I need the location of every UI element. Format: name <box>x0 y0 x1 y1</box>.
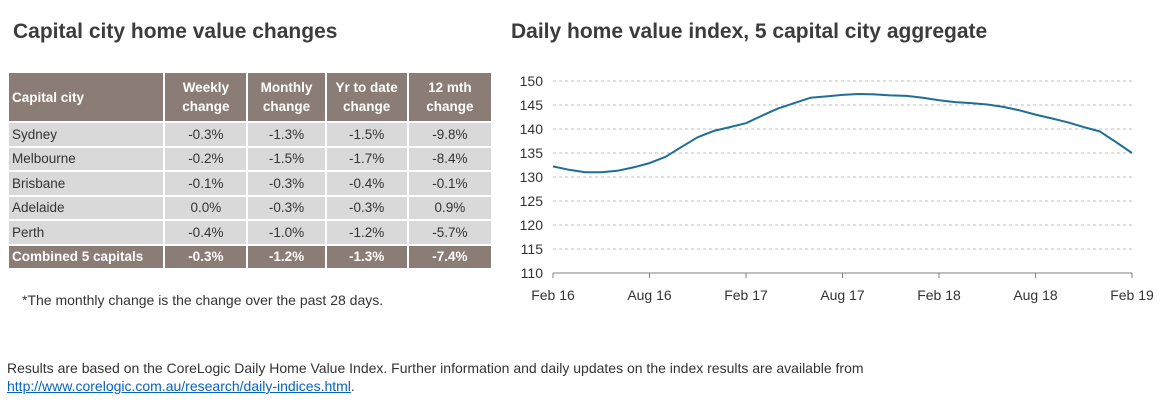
y-tick-label: 130 <box>520 169 544 185</box>
cell-weekly: 0.0% <box>165 196 247 219</box>
cell-city: Combined 5 capitals <box>9 245 164 268</box>
header-capital-city: Capital city <box>9 73 164 121</box>
table-row: Perth -0.4% -1.0% -1.2% -5.7% <box>9 221 491 244</box>
x-tick-label: Feb 19 <box>1110 287 1154 303</box>
index-series-line <box>552 93 1133 174</box>
cell-annual: -9.8% <box>408 123 491 146</box>
table-row: Sydney -0.3% -1.3% -1.5% -9.8% <box>9 123 491 146</box>
y-tick-label: 125 <box>520 193 544 209</box>
header-12mth-change: 12 mth change <box>408 73 491 121</box>
x-tick-label: Aug 16 <box>627 287 672 303</box>
daily-indices-link[interactable]: http://www.corelogic.com.au/research/dai… <box>7 378 351 394</box>
cell-monthly: -1.2% <box>248 245 325 268</box>
y-tick-label: 115 <box>521 241 544 257</box>
cell-ytd: -1.7% <box>326 147 407 170</box>
header-ytd-change: Yr to date change <box>326 73 407 121</box>
source-text: Results are based on the CoreLogic Daily… <box>7 360 864 376</box>
cell-city: Brisbane <box>9 172 164 195</box>
cell-monthly: -0.3% <box>248 172 325 195</box>
cell-annual: -0.1% <box>408 172 491 195</box>
cell-ytd: -0.3% <box>326 196 407 219</box>
source-note: Results are based on the CoreLogic Daily… <box>7 359 864 395</box>
cell-weekly: -0.1% <box>165 172 247 195</box>
x-tick-label: Aug 17 <box>820 287 865 303</box>
cell-ytd: -1.2% <box>326 221 407 244</box>
cell-annual: -8.4% <box>408 147 491 170</box>
cell-weekly: -0.4% <box>165 221 247 244</box>
cell-annual: -5.7% <box>408 221 491 244</box>
cell-city: Sydney <box>9 123 164 146</box>
table-total-row: Combined 5 capitals -0.3% -1.2% -1.3% -7… <box>9 245 491 268</box>
table-header-row: Capital city Weekly change Monthly change … <box>9 73 491 121</box>
x-tick-label: Feb 17 <box>724 287 768 303</box>
y-tick-label: 145 <box>520 97 544 113</box>
cell-city: Perth <box>9 221 164 244</box>
x-tick-label: Aug 18 <box>1013 287 1058 303</box>
y-tick-label: 110 <box>521 265 544 281</box>
table-row: Brisbane -0.1% -0.3% -0.4% -0.1% <box>9 172 491 195</box>
footnote: *The monthly change is the change over t… <box>22 292 384 308</box>
chart-title: Daily home value index, 5 capital city a… <box>511 20 988 43</box>
cell-annual: -7.4% <box>408 245 491 268</box>
cell-monthly: -1.5% <box>248 147 325 170</box>
home-value-changes-table: Capital city Weekly change Monthly change … <box>7 71 493 270</box>
cell-city: Melbourne <box>9 147 164 170</box>
table-row: Melbourne -0.2% -1.5% -1.7% -8.4% <box>9 147 491 170</box>
header-weekly-change: Weekly change <box>165 73 247 121</box>
cell-weekly: -0.3% <box>165 123 247 146</box>
cell-ytd: -0.4% <box>326 172 407 195</box>
x-tick-label: Feb 18 <box>917 287 961 303</box>
table-title: Capital city home value changes <box>13 20 338 43</box>
y-tick-label: 135 <box>520 145 544 161</box>
table-row: Adelaide 0.0% -0.3% -0.3% 0.9% <box>9 196 491 219</box>
x-tick-label: Feb 16 <box>531 287 575 303</box>
header-monthly-change: Monthly change <box>248 73 325 121</box>
source-period: . <box>350 378 355 394</box>
cell-monthly: -1.0% <box>248 221 325 244</box>
cell-monthly: -0.3% <box>248 196 325 219</box>
cell-ytd: -1.3% <box>326 245 407 268</box>
y-tick-label: 140 <box>520 121 544 137</box>
cell-weekly: -0.2% <box>165 147 247 170</box>
y-tick-label: 150 <box>520 73 544 89</box>
cell-city: Adelaide <box>9 196 164 219</box>
cell-weekly: -0.3% <box>165 245 247 268</box>
cell-monthly: -1.3% <box>248 123 325 146</box>
home-value-index-chart: 110 115 120 125 130 135 140 145 150 Feb 16 Aug 16 F… <box>520 73 1154 303</box>
cell-annual: 0.9% <box>408 196 491 219</box>
cell-ytd: -1.5% <box>326 123 407 146</box>
y-tick-label: 120 <box>520 217 544 233</box>
